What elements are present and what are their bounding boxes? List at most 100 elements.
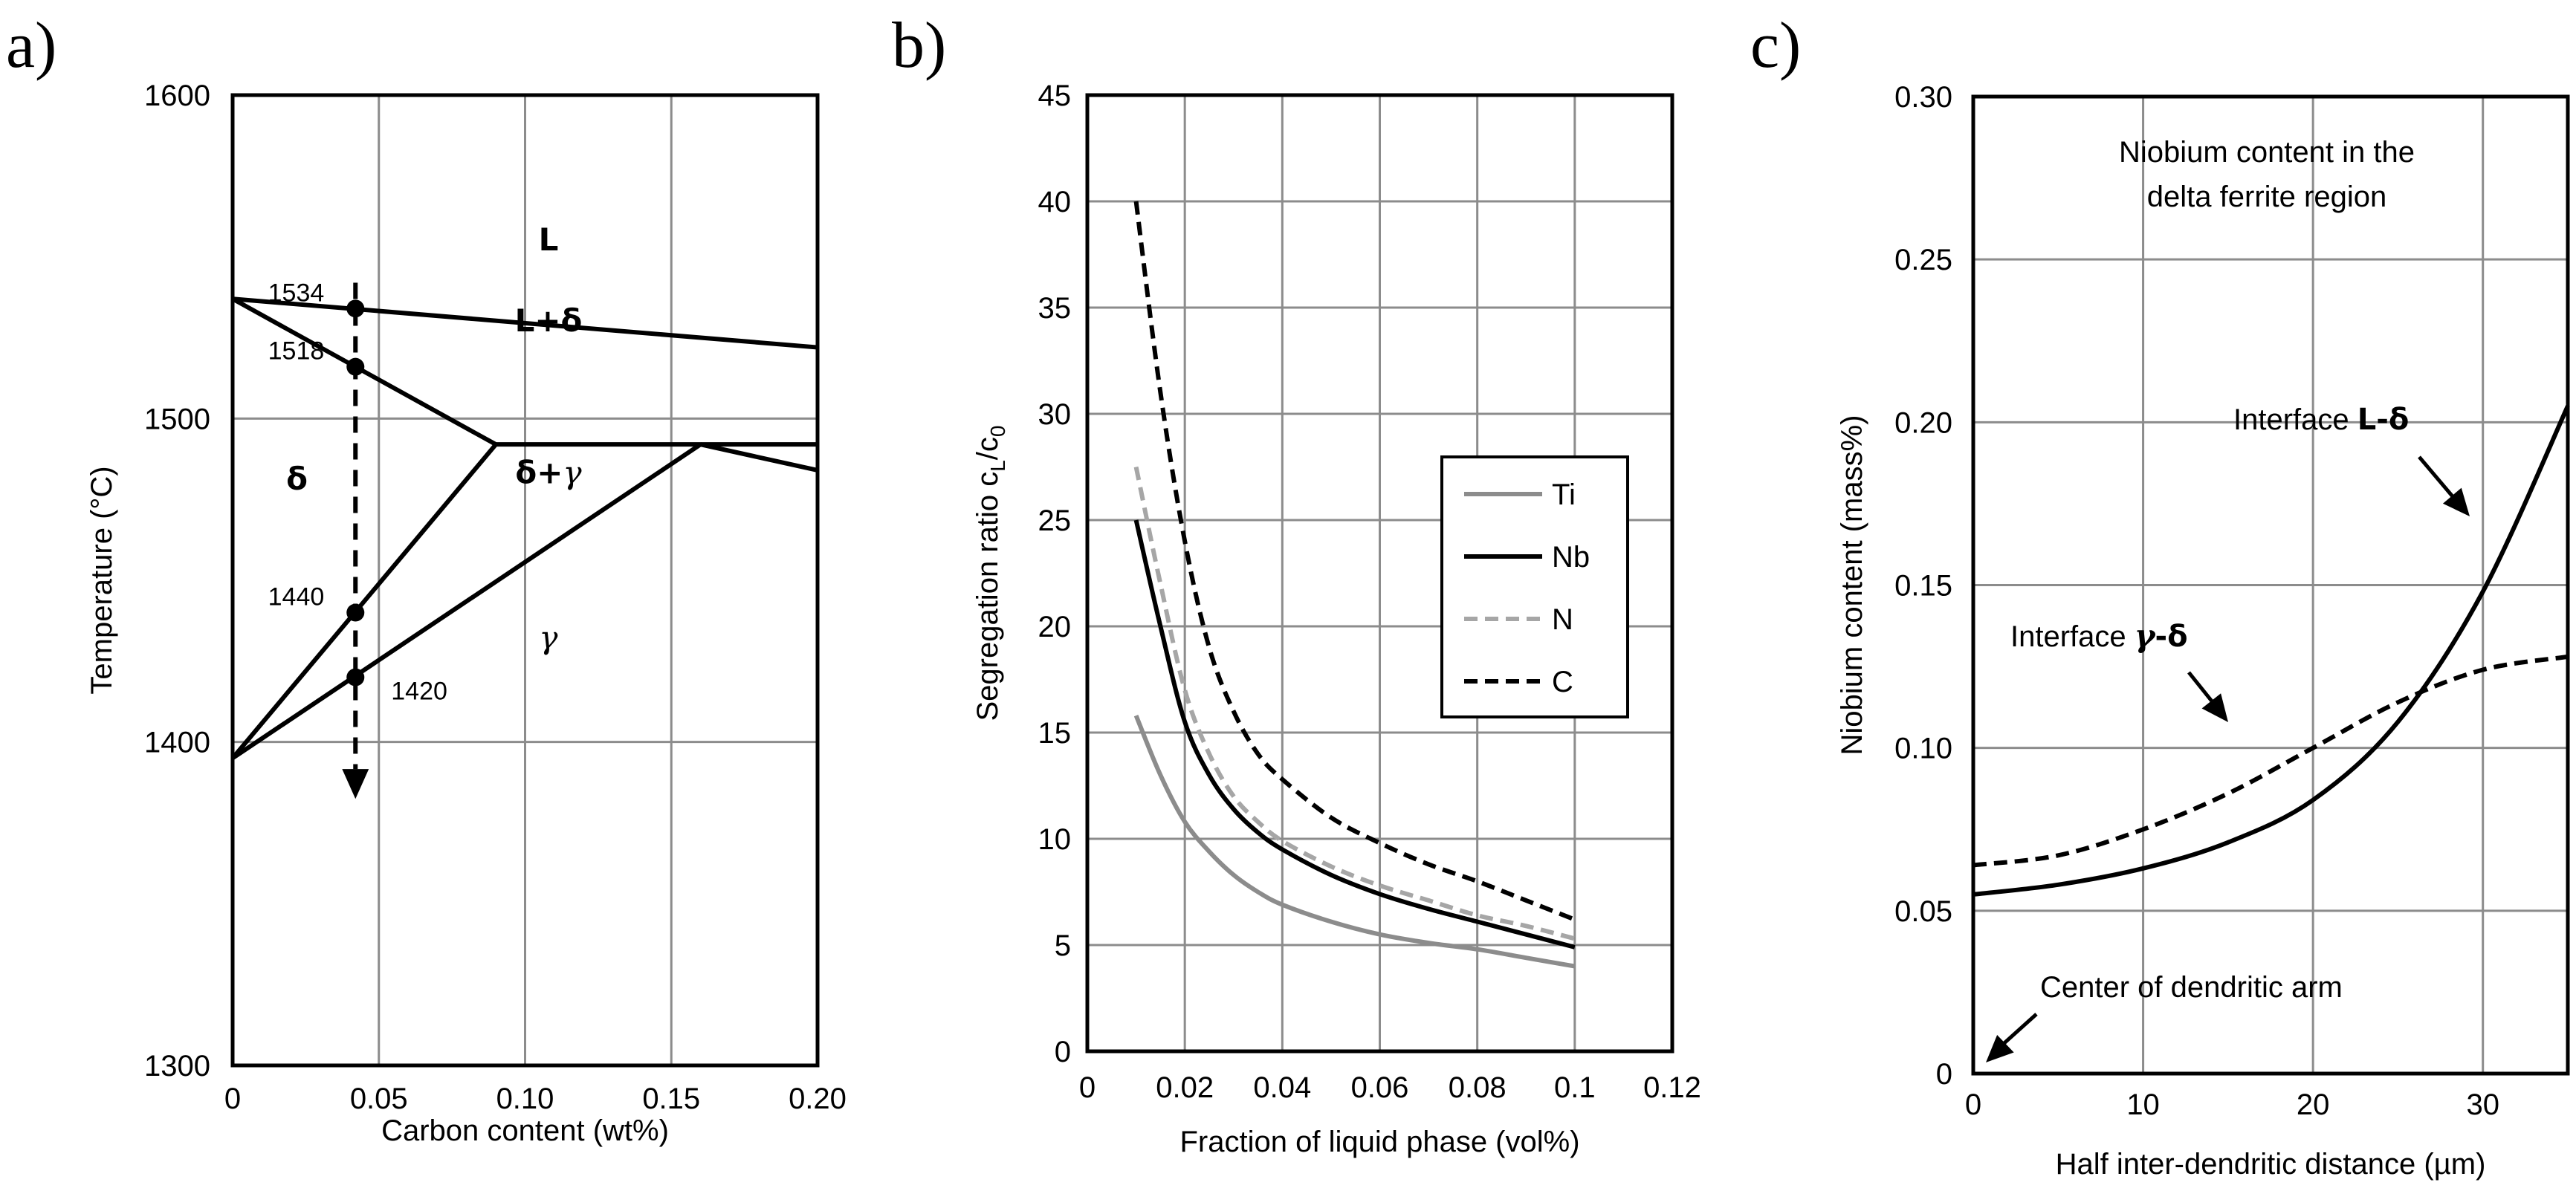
- y-tick-label: 1500: [144, 403, 210, 435]
- annotation-interface-prefix: Interface: [2010, 620, 2135, 653]
- x-tick-label: 0.20: [789, 1082, 847, 1115]
- y-tick-label: 1600: [144, 79, 210, 112]
- y-tick-label: 0.15: [1894, 570, 1952, 603]
- y-tick-label: 0.10: [1894, 733, 1952, 765]
- annotation-interface-gamma-delta: Interface γ-δ: [2010, 617, 2188, 654]
- x-tick-label: 20: [2297, 1088, 2330, 1121]
- phase-point-label: 1440: [268, 583, 325, 611]
- region-label-text: γ: [539, 619, 558, 655]
- legend-box: [1440, 455, 1629, 718]
- annotation-interface-bold: L-δ: [2357, 403, 2410, 437]
- x-tick-label: 0: [1079, 1071, 1096, 1104]
- phase-line: [232, 296, 818, 350]
- region-label-text: L+δ: [515, 302, 583, 339]
- annotation-arrowhead-gamma-delta: [2201, 693, 2228, 722]
- phase-point-label: 1534: [268, 279, 325, 307]
- y-tick-label: 0.05: [1894, 895, 1952, 928]
- region-label-greek: γ: [563, 454, 582, 490]
- y-tick-label: 35: [1038, 292, 1072, 325]
- y-axis-title: Niobium content (mass%): [1836, 415, 1868, 756]
- y-tick-label: 5: [1055, 929, 1071, 962]
- region-label: L+δ: [515, 302, 583, 339]
- cooling-path-arrowhead: [342, 769, 369, 799]
- legend-label: Ti: [1552, 478, 1576, 511]
- series-line-n: [1133, 466, 1576, 941]
- y-tick-label: 0.30: [1894, 81, 1952, 114]
- legend-label: Nb: [1552, 541, 1590, 574]
- annotation-arrow-center: [1998, 1013, 2038, 1049]
- y-axis-title-main: Segregation ratio c: [971, 472, 1004, 721]
- phase-line: [231, 442, 702, 760]
- phase-point-label: 1518: [268, 337, 325, 366]
- panel-a-label: a): [6, 10, 56, 82]
- phase-point: [346, 668, 365, 686]
- phase-line: [231, 296, 497, 447]
- x-tick-label: 0.12: [1643, 1071, 1701, 1104]
- phase-point-label: 1420: [391, 678, 447, 706]
- y-tick-label: 25: [1038, 504, 1072, 537]
- x-tick-label: 0.05: [350, 1082, 408, 1115]
- x-tick-label: 0.04: [1253, 1071, 1311, 1104]
- series-line-nb: [1133, 519, 1576, 950]
- annotation-arrowhead-l-delta: [2442, 487, 2470, 516]
- x-tick-label: 30: [2466, 1088, 2499, 1121]
- x-axis-title: Fraction of liquid phase (vol%): [1179, 1126, 1579, 1158]
- phase-line: [230, 443, 498, 760]
- y-tick-label: 40: [1038, 186, 1072, 218]
- y-axis-title-sub-L: L: [986, 460, 1009, 472]
- x-tick-label: 0.15: [642, 1082, 700, 1115]
- x-tick-label: 0.08: [1449, 1071, 1507, 1104]
- region-label: L: [539, 221, 559, 258]
- region-label-text: δ+: [515, 454, 563, 490]
- legend-label: N: [1552, 603, 1573, 636]
- x-tick-label: 0.02: [1156, 1071, 1214, 1104]
- series-line-l-delta: [1973, 405, 2570, 897]
- region-label: δ+γ: [515, 454, 582, 490]
- panel-a-phase-diagram: 0 0.05 0.10 0.15 0.20 1300 1400 1500 1600 Carbon …: [85, 79, 847, 1147]
- region-label: δ: [286, 461, 308, 497]
- phase-line: [699, 442, 818, 473]
- panel-b-label: b): [892, 10, 946, 82]
- y-tick-label: 1400: [144, 727, 210, 759]
- panel-b-segregation-chart: 0 0.02 0.04 0.06 0.08 0.1 0.12 0 5 10 15 20 25 30 35 40…: [971, 79, 1701, 1158]
- annotation-center-of-arm: Center of dendritic arm: [2040, 971, 2343, 1004]
- y-tick-label: 0.25: [1894, 244, 1952, 276]
- annotation-interface-l-delta: Interface L-δ: [2233, 403, 2409, 437]
- annotation-interface-greek: γ: [2135, 617, 2157, 654]
- x-axis-title: Carbon content (wt%): [381, 1114, 669, 1147]
- annotation-header-line1: Niobium content in the: [2119, 136, 2415, 169]
- region-label: γ: [539, 619, 558, 655]
- phase-point: [346, 603, 365, 622]
- phase-point: [346, 357, 365, 376]
- phase-point: [346, 299, 365, 318]
- series-line-ti: [1133, 714, 1576, 969]
- y-axis-title: Temperature (°C): [85, 466, 118, 694]
- legend-label: C: [1552, 666, 1573, 698]
- plot-frame: [1971, 94, 2570, 1076]
- y-axis-title: Segregation ratio cL/c0: [971, 425, 1009, 721]
- region-label-text: δ: [286, 461, 308, 497]
- y-tick-label: 0.20: [1894, 406, 1952, 439]
- y-axis-title-sub-0: 0: [986, 425, 1009, 437]
- x-axis-title: Half inter-dendritic distance (µm): [2056, 1148, 2486, 1181]
- plot-frame: [1085, 93, 1674, 1054]
- y-tick-label: 45: [1038, 79, 1072, 112]
- y-tick-label: 15: [1038, 717, 1072, 750]
- y-tick-label: 1300: [144, 1050, 210, 1082]
- series-line-c: [1133, 201, 1576, 922]
- y-axis-title-mid: /c: [971, 437, 1004, 460]
- x-tick-label: 0: [224, 1082, 241, 1115]
- annotation-interface-prefix: Interface: [2233, 403, 2357, 436]
- x-tick-label: 10: [2126, 1088, 2160, 1121]
- annotation-header-line2: delta ferrite region: [2147, 181, 2386, 213]
- series-line-gamma-delta: [1973, 654, 2569, 868]
- y-tick-label: 0: [1936, 1058, 1952, 1091]
- y-tick-label: 30: [1038, 398, 1072, 431]
- panel-c-label: c): [1750, 10, 1801, 82]
- annotation-arrowhead-center: [1986, 1034, 2014, 1062]
- annotation-interface-bold: -δ: [2155, 620, 2188, 654]
- x-tick-label: 0.10: [496, 1082, 554, 1115]
- x-tick-label: 0: [1965, 1088, 1981, 1121]
- panel-c-niobium-chart: 0 10 20 30 0 0.05 0.10 0.15 0.20 0.25 0.30 Half int…: [1836, 81, 2570, 1181]
